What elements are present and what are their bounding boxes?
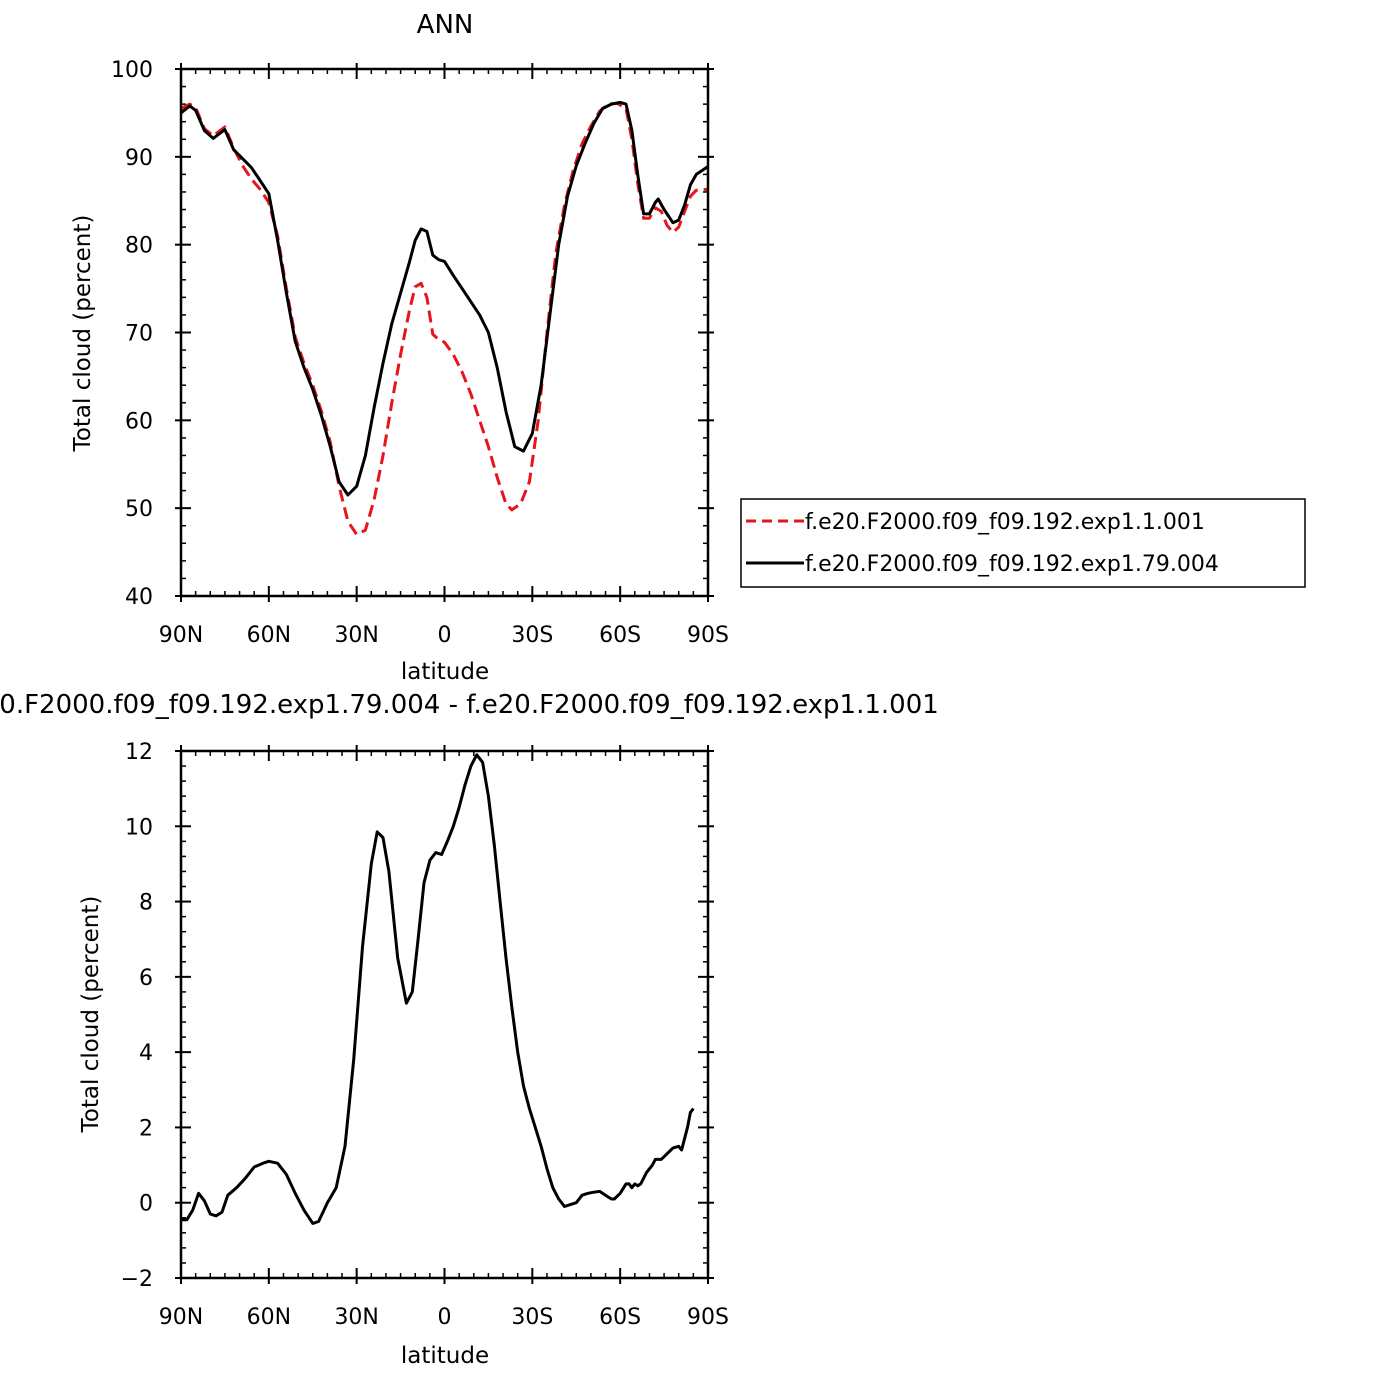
bottom-y-tick-label: 10	[125, 815, 153, 840]
top-chart-title: ANN	[417, 10, 474, 40]
bottom-plot-area: 90N 60N 30N 0 30S 60S 90S −2 0 2 4 6 8 10 12	[121, 740, 729, 1330]
bottom-panel: f.e20.F2000.f09_f09.192.exp1.79.004 - f.…	[0, 690, 939, 1369]
top-y-axis-title: Total cloud (percent)	[70, 215, 96, 453]
top-x-tick-label: 0	[438, 623, 452, 648]
bottom-y-axis-title: Total cloud (percent)	[78, 896, 104, 1134]
top-x-tick-label: 90N	[159, 623, 203, 648]
bottom-plot-frame	[179, 749, 710, 1280]
legend-entry-control: f.e20.F2000.f09_f09.192.exp1.1.001	[805, 510, 1205, 535]
top-series-line-1	[180, 101, 709, 536]
bottom-chart-title: f.e20.F2000.f09_f09.192.exp1.79.004 - f.…	[0, 690, 939, 720]
top-y-tick-label: 50	[125, 497, 153, 522]
top-x-tick-label: 90S	[687, 623, 729, 648]
bottom-y-tick-label: 12	[125, 740, 153, 765]
top-y-tick-label: 80	[125, 234, 153, 259]
top-y-tick-label: 70	[125, 322, 153, 347]
top-y-tick-label: 60	[125, 409, 153, 434]
bottom-series-line-1	[181, 753, 695, 1225]
top-x-tick-label: 60S	[599, 623, 641, 648]
top-panel: ANN 90N 60N 30N 0 30S 60S 90S 40 50 60 70 80 90 100 l…	[70, 10, 729, 685]
top-plot-area: 90N 60N 30N 0 30S 60S 90S 40 50 60 70 80 90 100	[111, 58, 729, 648]
legend-entry-experiment: f.e20.F2000.f09_f09.192.exp1.79.004	[805, 552, 1219, 577]
top-series-line-2	[180, 100, 709, 497]
bottom-x-tick-label: 60S	[599, 1305, 641, 1330]
bottom-x-tick-label: 30N	[334, 1305, 378, 1330]
bottom-y-tick-label: 0	[139, 1192, 153, 1217]
legend-box	[740, 498, 1306, 588]
top-x-tick-label: 30S	[511, 623, 553, 648]
bottom-x-axis-title: latitude	[401, 1343, 489, 1369]
bottom-y-tick-label: 4	[139, 1041, 153, 1066]
bottom-y-tick-label: 8	[139, 891, 153, 916]
top-y-tick-label: 90	[125, 146, 153, 171]
top-plot-frame	[179, 67, 710, 598]
legend: f.e20.F2000.f09_f09.192.exp1.1.001 f.e20…	[740, 498, 1306, 588]
top-x-axis-title: latitude	[401, 659, 489, 685]
bottom-x-tick-label: 0	[438, 1305, 452, 1330]
top-y-tick-label: 40	[125, 585, 153, 610]
bottom-y-tick-label: 2	[139, 1116, 153, 1141]
bottom-x-tick-label: 90S	[687, 1305, 729, 1330]
bottom-x-tick-label: 90N	[159, 1305, 203, 1330]
top-y-tick-label: 100	[111, 58, 153, 83]
bottom-y-tick-label: 6	[139, 966, 153, 991]
top-x-tick-label: 30N	[334, 623, 378, 648]
bottom-y-tick-label: −2	[121, 1267, 153, 1292]
bottom-x-tick-label: 60N	[247, 1305, 291, 1330]
bottom-x-tick-label: 30S	[511, 1305, 553, 1330]
top-x-tick-label: 60N	[247, 623, 291, 648]
